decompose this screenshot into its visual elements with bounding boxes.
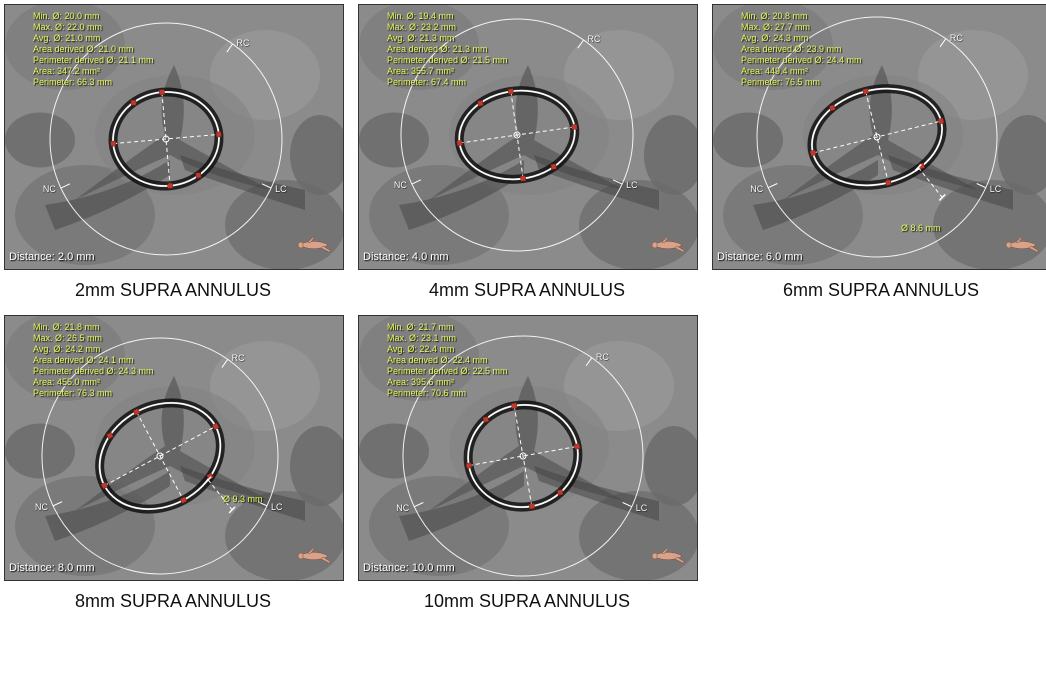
extra-measurement: Ø 8.6 mm	[901, 223, 941, 233]
measurement-line: Area derived Ø: 23.9 mm	[741, 44, 862, 55]
panel-caption: 10mm SUPRA ANNULUS	[358, 591, 696, 612]
measurement-line: Perimeter: 70.6 mm	[387, 388, 508, 399]
panel-caption: 4mm SUPRA ANNULUS	[358, 280, 696, 301]
measurement-line: Perimeter derived Ø: 22.5 mm	[387, 366, 508, 377]
measurement-line: Perimeter derived Ø: 24.3 mm	[33, 366, 154, 377]
measurement-line: Max. Ø: 22.0 mm	[33, 22, 154, 33]
panel-cell: Min. Ø: 21.7 mmMax. Ø: 23.1 mmAvg. Ø: 22…	[358, 315, 696, 616]
measurement-overlay: Min. Ø: 21.8 mmMax. Ø: 26.5 mmAvg. Ø: 24…	[33, 322, 154, 399]
panel-cell: Min. Ø: 20.0 mmMax. Ø: 22.0 mmAvg. Ø: 21…	[4, 4, 342, 305]
measurement-line: Perimeter: 67.4 mm	[387, 77, 508, 88]
measurement-line: Area derived Ø: 22.4 mm	[387, 355, 508, 366]
distance-label: Distance: 10.0 mm	[363, 562, 455, 574]
cusp-label-rc: RC	[950, 33, 963, 43]
cusp-label-nc: NC	[43, 184, 56, 194]
measurement-line: Max. Ø: 23.1 mm	[387, 333, 508, 344]
measurement-line: Max. Ø: 27.7 mm	[741, 22, 862, 33]
measurement-overlay: Min. Ø: 20.0 mmMax. Ø: 22.0 mmAvg. Ø: 21…	[33, 11, 154, 88]
orientation-torso-icon	[293, 235, 333, 255]
measurement-line: Area: 449.4 mm²	[741, 66, 862, 77]
panel-cell: Min. Ø: 20.8 mmMax. Ø: 27.7 mmAvg. Ø: 24…	[712, 4, 1046, 305]
distance-label: Distance: 6.0 mm	[717, 251, 803, 263]
cusp-label-nc: NC	[394, 180, 407, 190]
measurement-line: Min. Ø: 21.7 mm	[387, 322, 508, 333]
measurement-line: Min. Ø: 21.8 mm	[33, 322, 154, 333]
cusp-label-nc: NC	[396, 503, 409, 513]
orientation-torso-icon	[1001, 235, 1041, 255]
measurement-line: Perimeter: 76.3 mm	[33, 388, 154, 399]
measurement-line: Max. Ø: 23.2 mm	[387, 22, 508, 33]
panel-caption: 8mm SUPRA ANNULUS	[4, 591, 342, 612]
cusp-label-rc: RC	[232, 353, 245, 363]
measurement-overlay: Min. Ø: 20.8 mmMax. Ø: 27.7 mmAvg. Ø: 24…	[741, 11, 862, 88]
cusp-label-lc: LC	[990, 184, 1002, 194]
measurement-line: Perimeter derived Ø: 21.5 mm	[387, 55, 508, 66]
measurement-line: Area derived Ø: 21.3 mm	[387, 44, 508, 55]
panel-caption: 6mm SUPRA ANNULUS	[712, 280, 1046, 301]
cusp-label-rc: RC	[237, 38, 250, 48]
cusp-label-lc: LC	[636, 503, 648, 513]
cusp-label-rc: RC	[588, 34, 601, 44]
measurement-line: Area: 395.6 mm²	[387, 377, 508, 388]
measurement-line: Area derived Ø: 21.0 mm	[33, 44, 154, 55]
measurement-overlay: Min. Ø: 19.4 mmMax. Ø: 23.2 mmAvg. Ø: 21…	[387, 11, 508, 88]
panel-caption: 2mm SUPRA ANNULUS	[4, 280, 342, 301]
measurement-line: Area: 355.7 mm²	[387, 66, 508, 77]
measurement-line: Max. Ø: 26.5 mm	[33, 333, 154, 344]
orientation-torso-icon	[647, 235, 687, 255]
orientation-torso-icon	[293, 546, 333, 566]
cusp-label-lc: LC	[626, 180, 638, 190]
measurement-line: Avg. Ø: 24.3 mm	[741, 33, 862, 44]
measurement-line: Area: 455.0 mm²	[33, 377, 154, 388]
measurement-line: Avg. Ø: 21.0 mm	[33, 33, 154, 44]
ct-panel: Min. Ø: 21.8 mmMax. Ø: 26.5 mmAvg. Ø: 24…	[4, 315, 344, 581]
ct-panel: Min. Ø: 20.8 mmMax. Ø: 27.7 mmAvg. Ø: 24…	[712, 4, 1046, 270]
measurement-line: Min. Ø: 20.0 mm	[33, 11, 154, 22]
measurement-line: Avg. Ø: 22.4 mm	[387, 344, 508, 355]
measurement-line: Perimeter derived Ø: 21.1 mm	[33, 55, 154, 66]
distance-label: Distance: 4.0 mm	[363, 251, 449, 263]
measurement-overlay: Min. Ø: 21.7 mmMax. Ø: 23.1 mmAvg. Ø: 22…	[387, 322, 508, 399]
orientation-torso-icon	[647, 546, 687, 566]
cusp-label-nc: NC	[750, 184, 763, 194]
cusp-label-rc: RC	[596, 352, 609, 362]
cusp-label-lc: LC	[271, 502, 283, 512]
cusp-label-nc: NC	[35, 502, 48, 512]
measurement-line: Min. Ø: 19.4 mm	[387, 11, 508, 22]
measurement-line: Avg. Ø: 24.2 mm	[33, 344, 154, 355]
ct-panel: Min. Ø: 21.7 mmMax. Ø: 23.1 mmAvg. Ø: 22…	[358, 315, 698, 581]
panel-grid: Min. Ø: 20.0 mmMax. Ø: 22.0 mmAvg. Ø: 21…	[0, 0, 1046, 620]
extra-measurement: Ø 9.3 mm	[223, 494, 263, 504]
ct-panel: Min. Ø: 19.4 mmMax. Ø: 23.2 mmAvg. Ø: 21…	[358, 4, 698, 270]
ct-panel: Min. Ø: 20.0 mmMax. Ø: 22.0 mmAvg. Ø: 21…	[4, 4, 344, 270]
measurement-line: Area: 347.2 mm²	[33, 66, 154, 77]
measurement-line: Area derived Ø: 24.1 mm	[33, 355, 154, 366]
cusp-label-lc: LC	[275, 184, 287, 194]
measurement-line: Min. Ø: 20.8 mm	[741, 11, 862, 22]
panel-cell: Min. Ø: 19.4 mmMax. Ø: 23.2 mmAvg. Ø: 21…	[358, 4, 696, 305]
distance-label: Distance: 8.0 mm	[9, 562, 95, 574]
panel-cell: Min. Ø: 21.8 mmMax. Ø: 26.5 mmAvg. Ø: 24…	[4, 315, 342, 616]
measurement-line: Perimeter derived Ø: 24.4 mm	[741, 55, 862, 66]
distance-label: Distance: 2.0 mm	[9, 251, 95, 263]
measurement-line: Perimeter: 66.3 mm	[33, 77, 154, 88]
measurement-line: Perimeter: 76.5 mm	[741, 77, 862, 88]
measurement-line: Avg. Ø: 21.3 mm	[387, 33, 508, 44]
